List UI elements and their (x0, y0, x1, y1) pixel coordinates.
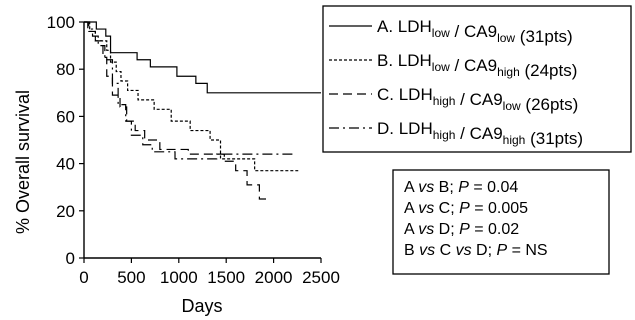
stats-line: B vs C vs D; P = NS (404, 242, 548, 259)
y-axis-label: % Overall survival (13, 90, 33, 234)
curve-B (84, 21, 299, 172)
x-tick-label: 1000 (160, 268, 198, 287)
x-tick-label: 0 (79, 268, 88, 287)
legend-label-C: C. LDHhigh / CA9low (26pts) (377, 85, 578, 114)
y-tick-label: 80 (56, 60, 75, 79)
stats-box (392, 169, 610, 275)
y-tick-label: 20 (56, 202, 75, 221)
x-tick-label: 500 (117, 268, 145, 287)
stats-line: A vs D; P = 0.02 (404, 221, 519, 238)
legend-label-B: B. LDHlow / CA9high (24pts) (377, 51, 577, 80)
stats-annotation-box: A vs B; P = 0.04 A vs C; P = 0.005 A vs D;… (392, 169, 610, 275)
stats-line: A vs C; P = 0.005 (404, 200, 528, 217)
legend: A. LDHlow / CA9low (31pts) B. LDHlow / CA… (322, 5, 632, 153)
x-tick-label: 1500 (207, 268, 245, 287)
x-tick-label: 2500 (302, 268, 340, 287)
legend-label-D: D. LDHhigh / CA9high (31pts) (377, 119, 583, 148)
y-tick-label: 60 (56, 107, 75, 126)
y-tick-label: 40 (56, 155, 75, 174)
y-tick-label: 100 (47, 13, 75, 32)
curve-D (84, 21, 293, 160)
survival-curves (84, 21, 321, 200)
x-tick-label: 2000 (255, 268, 293, 287)
curve-C (84, 21, 269, 200)
y-tick-label: 0 (66, 249, 75, 268)
curve-A (84, 21, 321, 94)
legend-box (322, 5, 632, 153)
stats-line: A vs B; P = 0.04 (404, 179, 518, 196)
x-axis-label: Days (181, 296, 222, 316)
legend-label-A: A. LDHlow / CA9low (31pts) (377, 17, 573, 46)
